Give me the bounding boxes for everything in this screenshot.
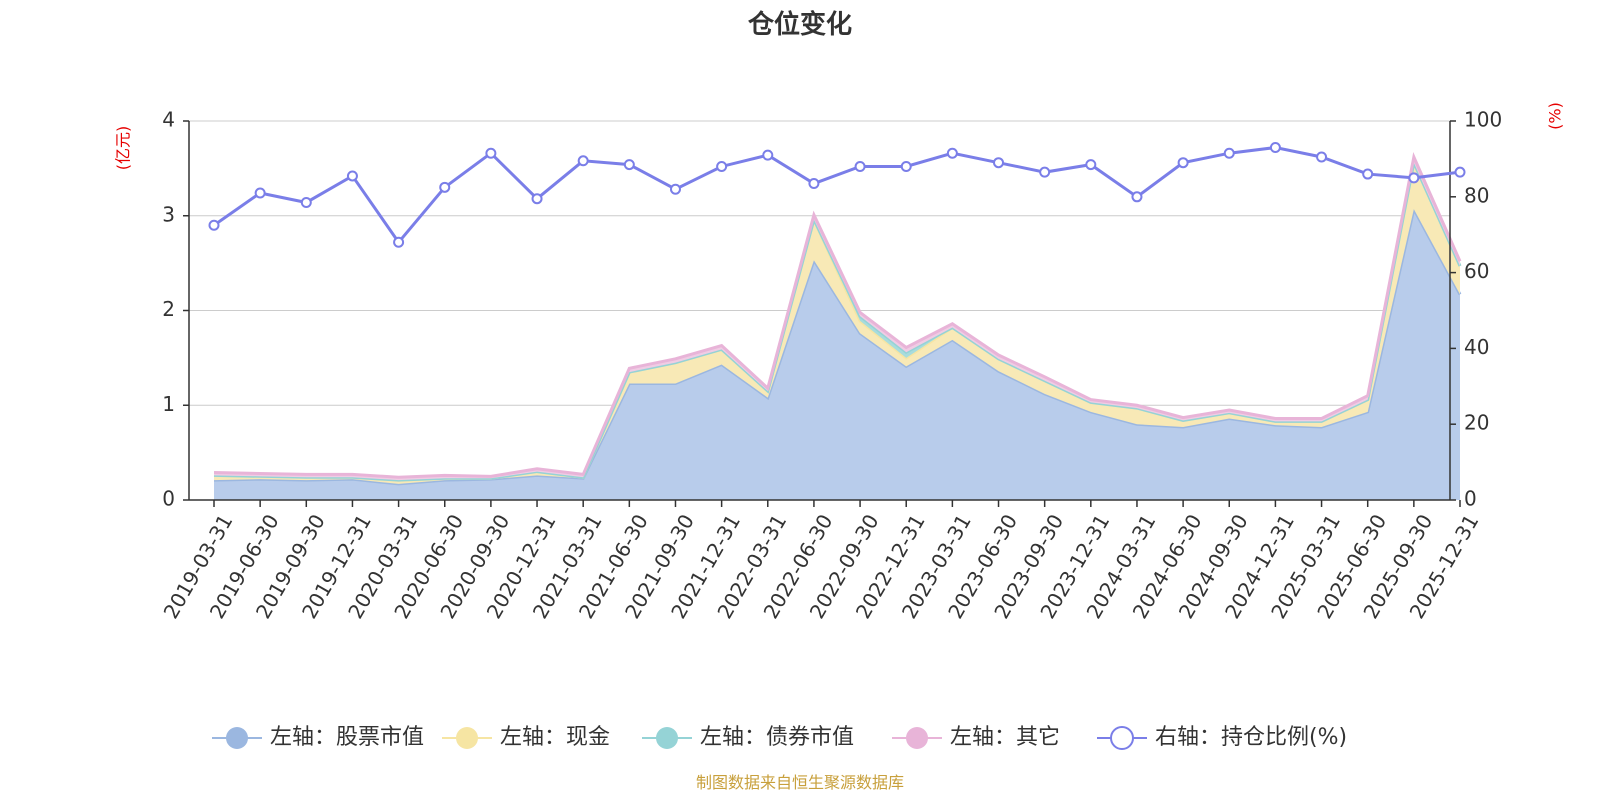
legend-marker	[1110, 726, 1134, 750]
left-axis-tick-label: 4	[162, 108, 175, 132]
left-axis-tick-label: 3	[162, 202, 175, 226]
ratio-point	[1454, 166, 1466, 178]
ratio-point	[1269, 142, 1281, 154]
ratio-point	[623, 159, 635, 171]
left-axis-tick-label: 0	[162, 487, 175, 511]
left-axis-tick-label: 1	[162, 392, 175, 416]
ratio-point	[531, 193, 543, 205]
legend-label: 左轴：债券市值	[700, 725, 854, 750]
legend-label: 左轴：其它	[950, 725, 1060, 750]
area-line-左轴：其它	[213, 152, 1462, 479]
legend-item: 左轴：其它	[892, 725, 1060, 750]
right-axis-tick-label: 40	[1464, 335, 1489, 359]
area-左轴：股票市值	[214, 209, 1460, 500]
ratio-point	[1085, 159, 1097, 171]
legend-marker	[656, 727, 678, 749]
legend: 左轴：股票市值 左轴：现金 左轴：债券市值 左轴：其它 右轴：持仓比例(%)	[212, 725, 1347, 750]
ratio-point	[1362, 168, 1374, 180]
stacked-areas	[213, 152, 1462, 500]
ratio-point	[346, 170, 358, 182]
legend-item: 左轴：股票市值	[212, 725, 424, 750]
ratio-point	[1223, 147, 1235, 159]
right-axis-unit: (%)	[1546, 102, 1565, 130]
left-axis-tick-label: 2	[162, 297, 175, 321]
ratio-point	[439, 181, 451, 193]
ratio-point	[300, 196, 312, 208]
ratio-point	[393, 236, 405, 248]
legend-item: 左轴：债券市值	[642, 725, 854, 750]
ratio-point	[900, 160, 912, 172]
right-axis-tick-label: 100	[1464, 108, 1502, 132]
ratio-point	[1408, 172, 1420, 184]
data-source-note: 制图数据来自恒生聚源数据库	[696, 773, 904, 792]
ratio-line-layer	[208, 142, 1466, 248]
legend-marker	[456, 727, 478, 749]
ratio-point	[716, 160, 728, 172]
ratio-point	[1039, 166, 1051, 178]
legend-item: 右轴：持仓比例(%)	[1097, 725, 1347, 750]
legend-marker	[906, 727, 928, 749]
ratio-point	[946, 147, 958, 159]
ratio-point	[485, 147, 497, 159]
ratio-point	[1316, 151, 1328, 163]
right-axis-tick-label: 0	[1464, 487, 1477, 511]
right-axis-tick-label: 60	[1464, 259, 1489, 283]
ratio-point	[669, 183, 681, 195]
ratio-point	[762, 149, 774, 161]
legend-label: 左轴：现金	[500, 725, 610, 750]
legend-item: 左轴：现金	[442, 725, 610, 750]
legend-label: 左轴：股票市值	[270, 725, 424, 750]
chart-title: 仓位变化	[747, 9, 852, 40]
ratio-point	[577, 155, 589, 167]
ratio-point	[1131, 191, 1143, 203]
ratio-point	[993, 157, 1005, 169]
left-axis-unit: (亿元)	[114, 126, 133, 171]
legend-marker	[226, 727, 248, 749]
ratio-point	[854, 160, 866, 172]
legend-label: 右轴：持仓比例(%)	[1155, 725, 1347, 750]
ratio-point	[254, 187, 266, 199]
ratio-point	[208, 219, 220, 231]
ratio-line	[213, 146, 1461, 245]
ratio-point	[1177, 157, 1189, 169]
ratio-point	[808, 178, 820, 190]
right-axis-tick-label: 80	[1464, 183, 1489, 207]
right-axis-tick-label: 20	[1464, 411, 1489, 435]
